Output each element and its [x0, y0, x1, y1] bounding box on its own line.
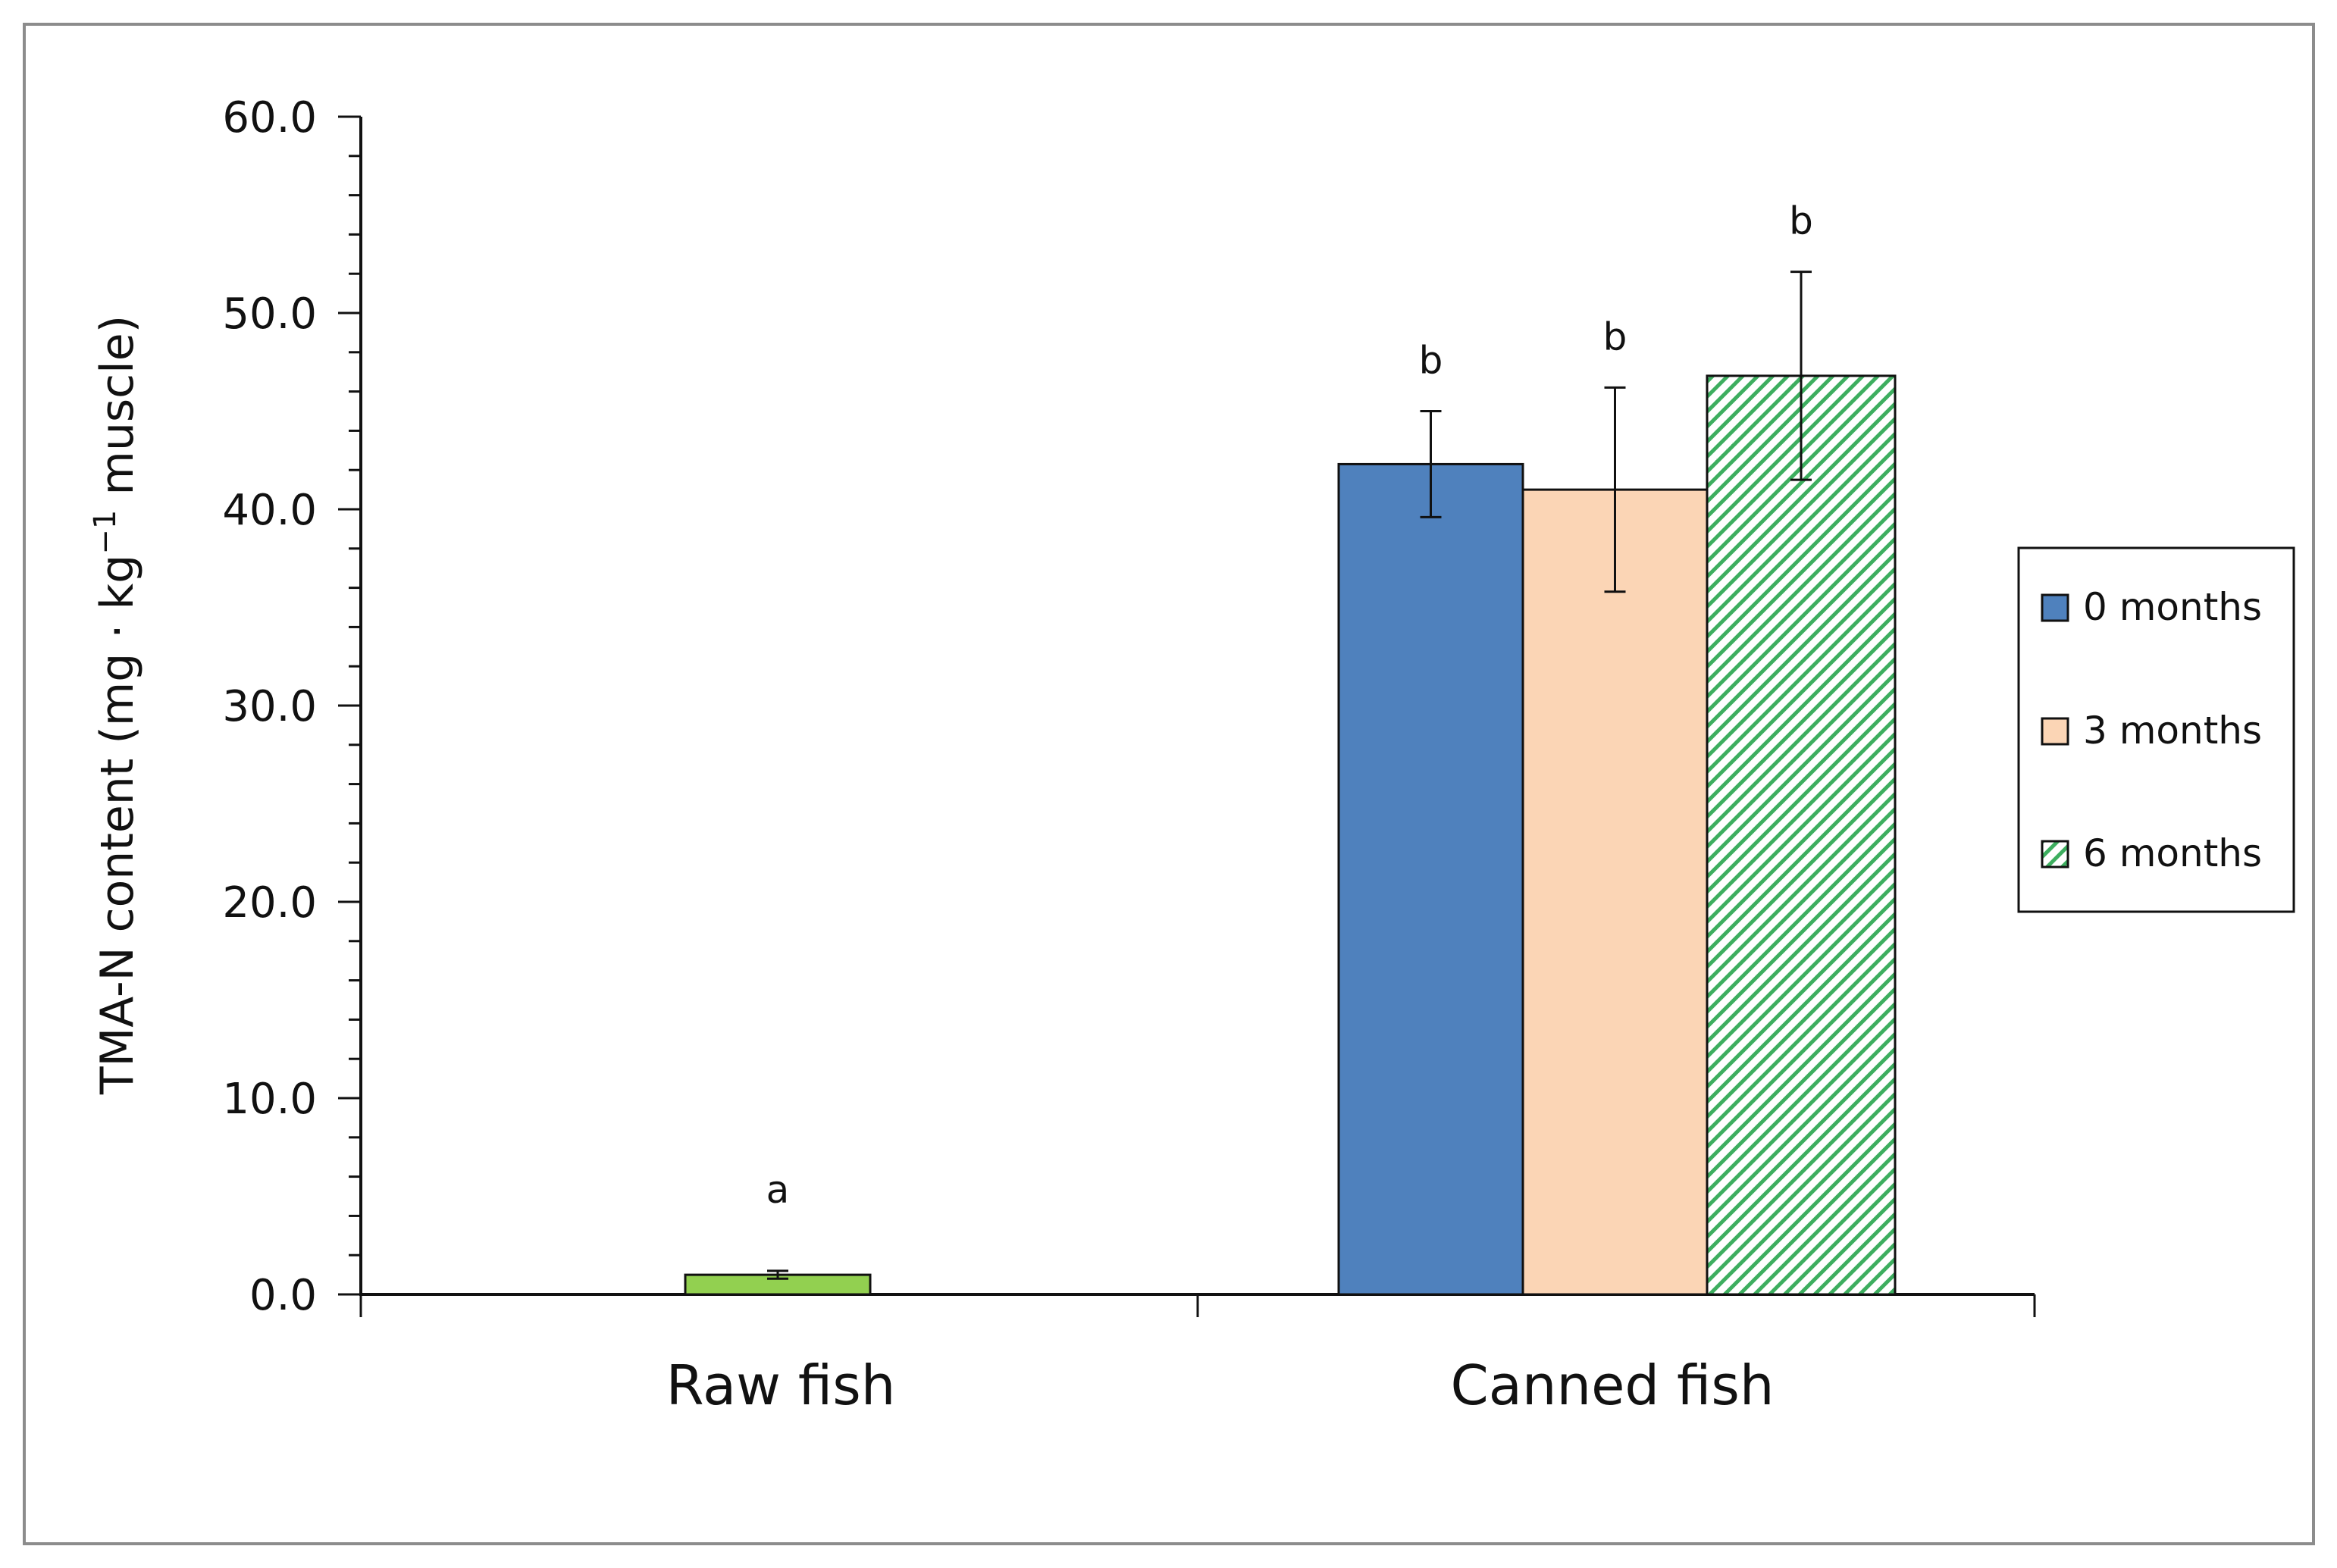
significance-letter-3-months: b [1603, 315, 1627, 358]
category-label-raw-fish: Raw fish [666, 1354, 896, 1417]
y-axis-title-main: TMA-N content (mg · kg [91, 555, 144, 1096]
y-tick-label: 0.0 [249, 1271, 317, 1320]
legend: 0 months 3 months 6 months [2017, 546, 2295, 913]
legend-swatch-3-months [2041, 717, 2069, 746]
y-tick-label: 50.0 [222, 290, 317, 339]
y-tick-label: 20.0 [222, 878, 317, 928]
x-axis-ticks [359, 1294, 2036, 1317]
bars-group [684, 374, 1897, 1296]
significance-letter-0-months: b [1419, 339, 1443, 383]
category-label-canned-fish: Canned fish [1450, 1354, 1774, 1417]
bar-3-months [1521, 488, 1709, 1296]
y-axis-title-superscript: −1 [88, 510, 123, 555]
legend-swatch-0-months [2041, 593, 2069, 622]
bar-6-months [1706, 374, 1897, 1296]
y-tick-label: 60.0 [222, 93, 317, 142]
y-axis-title-tail: muscle) [91, 315, 144, 510]
bar-0-months [1337, 462, 1524, 1296]
chart-frame [23, 23, 2315, 1545]
y-tick-label: 10.0 [222, 1075, 317, 1124]
significance-letters-group: a b b b [766, 199, 1813, 1212]
legend-label-3-months: 3 months [2083, 709, 2262, 753]
legend-label-0-months: 0 months [2083, 585, 2262, 629]
significance-letter-6-months: b [1789, 199, 1813, 243]
y-tick-label: 40.0 [222, 486, 317, 535]
legend-label-6-months: 6 months [2083, 831, 2262, 875]
significance-letter-raw-fish: a [766, 1168, 790, 1212]
error-bars-group [767, 271, 1812, 1280]
y-tick-label: 30.0 [222, 682, 317, 731]
y-axis-ticks: 0.0 10.0 20.0 30.0 40.0 50.0 60.0 [222, 93, 361, 1320]
y-axis-title: TMA-N content (mg · kg−1 muscle) [88, 315, 144, 1095]
legend-swatch-6-months [2041, 840, 2069, 869]
